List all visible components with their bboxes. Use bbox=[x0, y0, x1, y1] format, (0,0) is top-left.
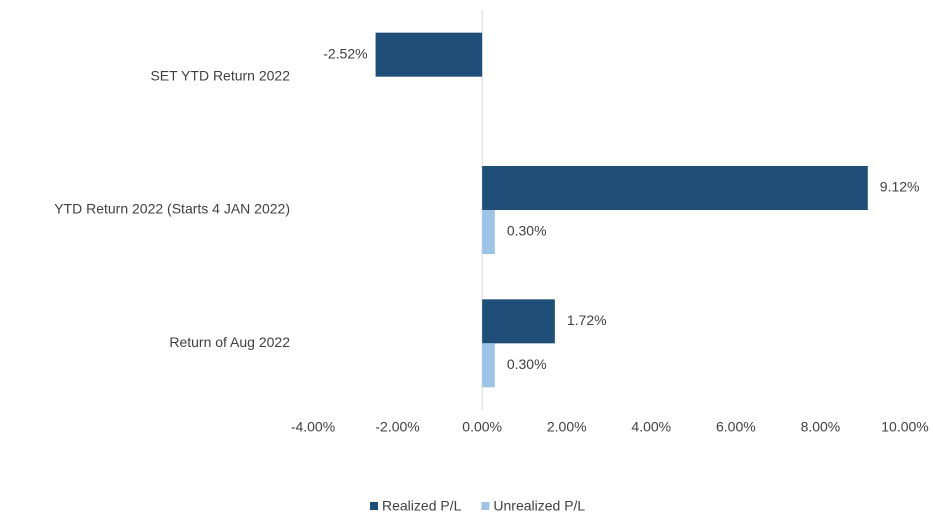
category-label: Return of Aug 2022 bbox=[169, 334, 290, 350]
category-label: YTD Return 2022 (Starts 4 JAN 2022) bbox=[54, 201, 290, 217]
x-tick-label: 2.00% bbox=[547, 419, 587, 435]
value-label: 9.12% bbox=[880, 179, 920, 195]
category-label: SET YTD Return 2022 bbox=[150, 67, 290, 83]
bar bbox=[482, 343, 495, 388]
value-label: 0.30% bbox=[507, 223, 547, 239]
x-tick-label: 8.00% bbox=[801, 419, 841, 435]
bar bbox=[482, 299, 555, 344]
x-tick-label: 4.00% bbox=[631, 419, 671, 435]
bar bbox=[482, 166, 868, 210]
legend-swatch bbox=[481, 502, 490, 510]
x-tick-label: -2.00% bbox=[375, 419, 419, 435]
value-label: 1.72% bbox=[567, 312, 607, 328]
value-label: -2.52% bbox=[323, 45, 367, 61]
bar bbox=[375, 32, 483, 77]
x-tick-label: 6.00% bbox=[716, 419, 756, 435]
bar bbox=[482, 210, 495, 254]
legend-label: Realized P/L bbox=[382, 498, 462, 514]
x-tick-label: 10.00% bbox=[881, 419, 928, 435]
legend-label: Unrealized P/L bbox=[493, 498, 585, 514]
x-tick-label: 0.00% bbox=[462, 419, 502, 435]
legend-swatch bbox=[370, 502, 378, 510]
value-label: 0.30% bbox=[507, 356, 547, 372]
x-tick-label: -4.00% bbox=[291, 419, 335, 435]
